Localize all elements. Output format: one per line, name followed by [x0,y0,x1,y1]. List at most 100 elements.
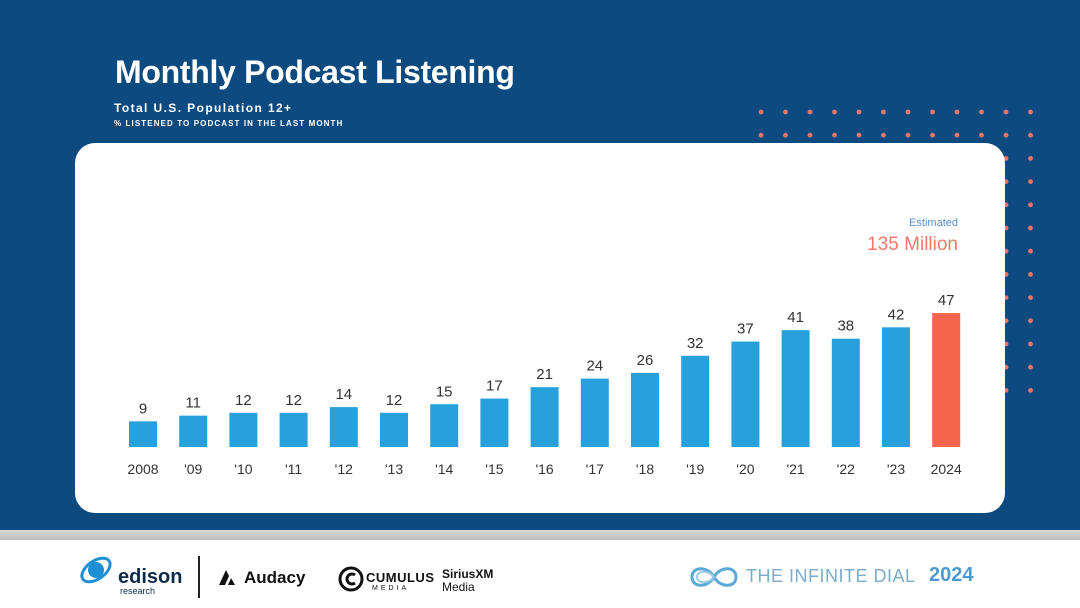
bar-value-label: 37 [737,321,754,338]
decorative-dot [881,132,886,138]
decorative-dot [979,109,984,115]
decorative-dot [1003,132,1009,138]
bar [681,355,710,447]
bar [932,313,961,447]
x-tick-label: '10 [234,461,252,477]
x-tick-label: '16 [535,461,553,477]
bar [882,327,910,447]
audacy-logo-text: Audacy [244,568,306,587]
decorative-dot [783,109,788,115]
siriusxm-logo-text: SiriusXM [442,567,494,581]
bar-value-label: 12 [285,392,302,409]
bar [229,412,258,447]
bar [631,372,659,447]
decorative-dot [1003,109,1009,115]
bar [831,338,860,447]
cumulus-logo-icon [338,566,364,592]
bar-value-label: 32 [687,335,704,352]
infinite-dial-year: 2024 [929,564,974,586]
edison-logo-icon [80,556,112,584]
decorative-dot [856,109,862,115]
x-tick-label: '12 [335,461,353,477]
edison-logo-text: edison [118,566,183,588]
page-title: Monthly Podcast Listening [115,54,515,90]
x-tick-label: '21 [786,461,804,477]
bar-value-label: 21 [536,366,553,383]
decorative-dot [1028,272,1033,277]
bar-value-label: 11 [185,395,201,412]
bar [380,412,408,447]
x-tick-label: '17 [586,461,604,477]
decorative-dot [979,132,984,138]
bar-value-label: 9 [139,400,147,417]
bar-value-label: 26 [637,352,654,369]
audacy-logo-icon [219,570,235,585]
bar-value-label: 24 [586,358,603,375]
decorative-dot [832,109,837,115]
decorative-dot [954,109,960,115]
decorative-dot [1028,202,1033,208]
decorative-dot [832,132,837,138]
decorative-dot [1028,248,1033,254]
x-tick-label: '14 [435,461,453,477]
decorative-dot [954,132,960,138]
cumulus-logo-text: CUMULUS [366,570,435,585]
bar [530,387,559,447]
x-tick-label: 2008 [127,461,158,477]
bar-value-label: 12 [386,392,403,409]
bar [731,341,760,447]
decorative-dot [1028,295,1033,300]
x-tick-label: '13 [385,461,403,477]
decorative-dot [1028,225,1033,231]
footer [0,540,1080,608]
decorative-dot [807,132,813,138]
decorative-dot [905,132,911,138]
decorative-dot [1028,364,1033,370]
chart-card [75,143,1005,513]
bar [129,421,157,447]
decorative-dot [1028,318,1033,324]
bar [430,404,459,447]
decorative-dot [1028,179,1033,185]
siriusxm-logo-subtext: Media [442,580,475,594]
bar [480,398,509,447]
logo-divider [198,556,200,598]
chart-description: % Listened to Podcast in the Last Month [114,119,344,128]
estimate-label: Estimated [909,217,958,229]
decorative-dot [758,132,764,138]
edison-logo-subtext: research [120,586,156,596]
x-tick-label: 2024 [931,461,962,477]
decorative-dot [856,132,862,138]
x-tick-label: '22 [837,461,855,477]
bar [279,412,308,447]
bar [781,330,810,447]
decorative-dot [930,132,935,138]
decorative-dot [1028,156,1033,161]
x-tick-label: '23 [887,461,905,477]
bar-value-label: 41 [787,309,804,326]
bar [329,407,358,447]
cumulus-logo-subtext: MEDIA [372,585,410,592]
bar-value-label: 12 [235,392,252,409]
infinite-dial-logo-icon [690,567,738,587]
decorative-dot [1028,388,1033,393]
decorative-dot [1028,109,1033,115]
bar-chart: 9 2008 11 '09 12 '10 12 '11 14 '12 12 '13 15 '14 17 '15… [127,292,962,477]
bar [179,415,208,447]
divider-band [0,530,1080,540]
decorative-dot [881,109,886,115]
decorative-dot [1028,132,1033,138]
bar-value-label: 17 [486,378,503,395]
x-tick-label: '11 [285,461,302,477]
x-tick-label: '09 [184,461,202,477]
bar [580,378,609,447]
x-tick-label: '15 [485,461,503,477]
chart-subtitle: Total U.S. Population 12+ [114,101,293,115]
estimate-value: 135 Million [867,234,958,255]
bar-value-label: 38 [837,318,854,335]
x-tick-label: '19 [686,461,704,477]
bar-value-label: 47 [938,292,955,309]
decorative-dot [1028,341,1033,347]
decorative-dot [783,132,788,138]
bar-value-label: 15 [436,383,453,400]
